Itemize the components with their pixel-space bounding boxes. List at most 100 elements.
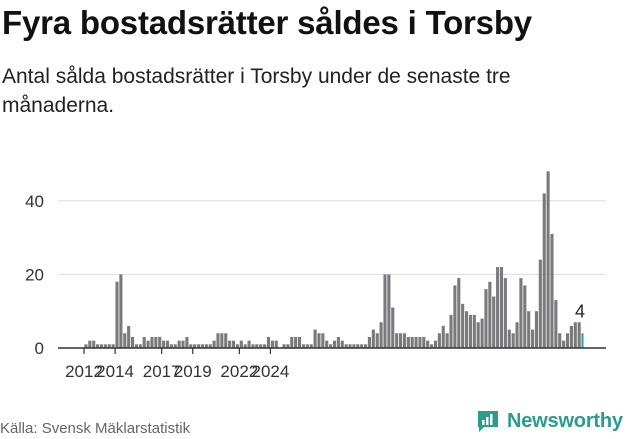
- bar: [503, 278, 507, 348]
- bar-latest: [581, 333, 584, 348]
- bar: [414, 336, 418, 348]
- bar: [185, 336, 189, 348]
- x-tick-label: 2014: [96, 362, 134, 381]
- bar: [410, 336, 414, 348]
- bar: [379, 322, 383, 348]
- bar: [224, 333, 228, 348]
- bar: [92, 340, 96, 348]
- chart-title: Fyra bostadsrätter såldes i Torsby: [2, 4, 532, 41]
- bar: [499, 267, 504, 348]
- bar: [165, 340, 170, 348]
- bar: [204, 344, 208, 348]
- bar: [243, 344, 247, 348]
- bar: [111, 344, 115, 348]
- newsworthy-logo[interactable]: Newsworthy: [475, 408, 623, 434]
- bar: [220, 333, 224, 348]
- bar: [558, 333, 562, 348]
- x-tick-label: 2017: [143, 362, 181, 381]
- bar: [96, 344, 100, 348]
- bar: [297, 336, 302, 348]
- newsworthy-logo-text: Newsworthy: [507, 409, 623, 432]
- bar: [88, 340, 92, 348]
- bar: [154, 336, 158, 348]
- bar: [321, 333, 325, 348]
- bar: [523, 285, 527, 348]
- bar: [127, 325, 131, 348]
- bar: [449, 314, 453, 348]
- bar: [134, 344, 138, 348]
- bar: [387, 274, 391, 348]
- bar: [332, 340, 337, 348]
- y-tick-label: 40: [25, 192, 44, 211]
- bar: [464, 311, 469, 348]
- bar: [255, 344, 259, 348]
- bar: [290, 336, 294, 348]
- bar: [274, 340, 278, 348]
- bar: [150, 336, 154, 348]
- bar: [177, 340, 181, 348]
- bar: [360, 344, 364, 348]
- bar: [142, 336, 146, 348]
- bar: [193, 344, 197, 348]
- bar: [375, 333, 379, 348]
- x-tick-label: 2024: [252, 362, 290, 381]
- x-tick-label: 2022: [220, 362, 258, 381]
- bar: [468, 314, 472, 348]
- bar: [364, 344, 368, 348]
- bar: [200, 344, 205, 348]
- bar: [282, 344, 286, 348]
- bar: [445, 333, 449, 348]
- bar: [484, 289, 488, 348]
- bar: [84, 344, 88, 348]
- bar: [395, 333, 399, 348]
- bar: [325, 340, 329, 348]
- bar: [162, 340, 166, 348]
- bar: [231, 340, 236, 348]
- bar: [515, 322, 519, 348]
- bar: [103, 344, 107, 348]
- bar: [542, 193, 546, 348]
- bar: [457, 278, 461, 348]
- bar: [189, 344, 193, 348]
- bar: [480, 318, 484, 348]
- bar: [352, 344, 356, 348]
- bar: [348, 344, 352, 348]
- bar: [441, 325, 445, 348]
- bar: [169, 344, 173, 348]
- newsworthy-logo-icon: [478, 411, 498, 432]
- bar: [251, 344, 255, 348]
- bar: [461, 303, 465, 348]
- bar: [158, 336, 162, 348]
- bar: [511, 333, 515, 348]
- bar: [138, 344, 142, 348]
- bar: [146, 340, 150, 348]
- chart-subtitle: Antal sålda bostadsrätter i Torsby under…: [2, 65, 511, 117]
- bar: [402, 333, 406, 348]
- bar: [266, 336, 271, 348]
- bar: [228, 340, 232, 348]
- bar: [426, 340, 430, 348]
- bar: [208, 344, 212, 348]
- bar: [294, 336, 298, 348]
- bar: [496, 267, 500, 348]
- bar: [437, 333, 441, 348]
- bar: [472, 314, 476, 348]
- bar: [507, 329, 511, 348]
- bar: [309, 344, 313, 348]
- bar: [519, 278, 523, 348]
- bar: [433, 340, 438, 348]
- bar: [317, 333, 321, 348]
- bar: [197, 344, 201, 348]
- gridlines: [58, 200, 606, 275]
- bar: [270, 340, 274, 348]
- bar: [173, 344, 177, 348]
- bar: [422, 336, 426, 348]
- bar: [453, 285, 457, 348]
- bar: [569, 325, 573, 348]
- bar: [546, 171, 550, 348]
- bar: [398, 333, 403, 348]
- bar: [107, 344, 111, 348]
- bar: [305, 344, 309, 348]
